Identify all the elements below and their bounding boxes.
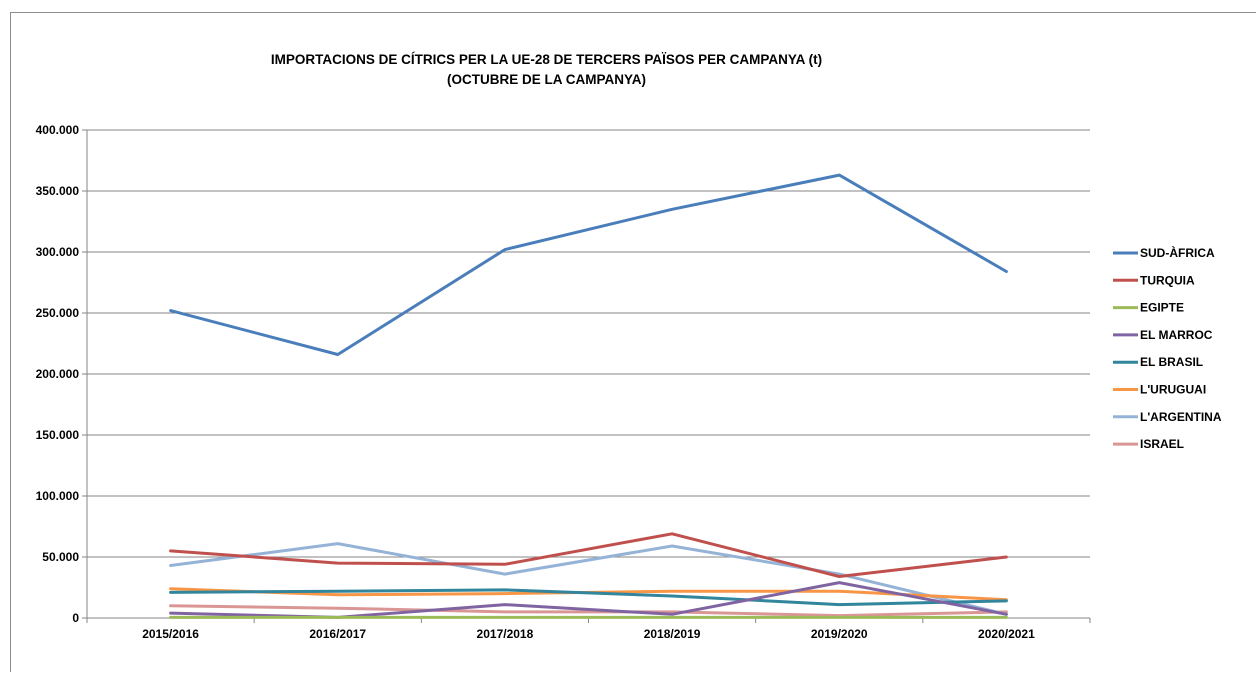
legend-label: EGIPTE bbox=[1140, 301, 1184, 315]
y-tick-label: 100.000 bbox=[36, 489, 80, 503]
chart-frame bbox=[10, 12, 1256, 672]
x-tick-label: 2017/2018 bbox=[477, 627, 534, 641]
y-tick-label: 150.000 bbox=[36, 428, 80, 442]
legend-label: SUD-ÀFRICA bbox=[1140, 245, 1215, 260]
y-tick-label: 50.000 bbox=[42, 550, 79, 564]
legend-label: L'URUGUAI bbox=[1140, 383, 1206, 397]
y-tick-label: 200.000 bbox=[36, 367, 80, 381]
y-tick-label: 350.000 bbox=[36, 184, 80, 198]
y-tick-label: 400.000 bbox=[36, 123, 80, 137]
series-line-l-argentina bbox=[169, 542, 1008, 616]
x-axis: 2015/2016 2016/2017 2017/2018 2018/2019 2019… bbox=[86, 617, 1091, 641]
x-tick-label: 2020/2021 bbox=[978, 627, 1035, 641]
chart-subtitle: (OCTUBRE DE LA CAMPANYA) bbox=[447, 72, 646, 87]
legend-label: EL BRASIL bbox=[1140, 355, 1203, 369]
series-line-israel bbox=[169, 604, 1008, 618]
legend-label: L'ARGENTINA bbox=[1140, 410, 1222, 424]
chart-title: IMPORTACIONS DE CÍTRICS PER LA UE-28 DE … bbox=[270, 52, 823, 67]
x-tick-label: 2015/2016 bbox=[142, 627, 199, 641]
x-tick-label: 2018/2019 bbox=[644, 627, 701, 641]
legend-label: TURQUIA bbox=[1140, 273, 1195, 287]
gridlines bbox=[87, 129, 1090, 558]
series-line-el-brasil bbox=[169, 588, 1008, 607]
series-line-turquia bbox=[169, 532, 1008, 578]
y-tick-label: 300.000 bbox=[36, 245, 80, 259]
legend-label: EL MARROC bbox=[1140, 328, 1213, 342]
series-lines bbox=[169, 173, 1008, 619]
x-tick-label: 2019/2020 bbox=[811, 627, 868, 641]
x-tick-label: 2016/2017 bbox=[309, 627, 366, 641]
series-line-sud-frica bbox=[169, 173, 1008, 356]
y-tick-label: 0 bbox=[72, 611, 79, 625]
legend-label: ISRAEL bbox=[1140, 437, 1184, 451]
y-tick-label: 250.000 bbox=[36, 306, 80, 320]
y-axis: 0 50.000 100.000 150.000 200.000 250.000 300.0… bbox=[36, 123, 88, 625]
legend: SUD-ÀFRICA TURQUIA EGIPTE EL MARROC EL BRASI… bbox=[1113, 245, 1222, 451]
